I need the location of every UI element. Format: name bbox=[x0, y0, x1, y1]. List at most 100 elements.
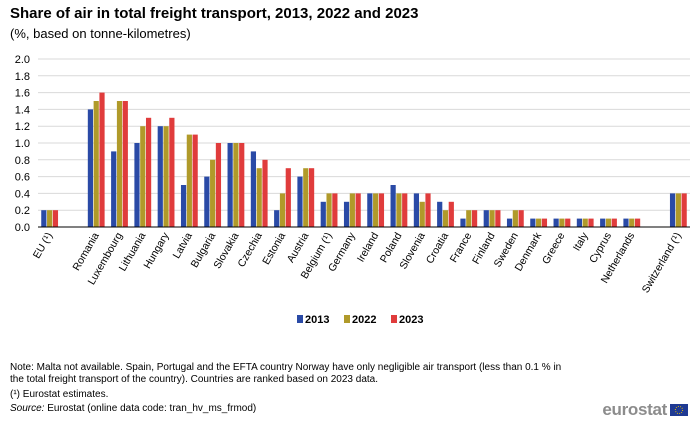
bar-2013 bbox=[41, 210, 47, 227]
y-tick-label: 2.0 bbox=[15, 54, 30, 66]
bar-2023 bbox=[448, 201, 454, 227]
eu-flag-icon bbox=[670, 404, 688, 416]
bar-2013 bbox=[343, 201, 350, 227]
bar-2022 bbox=[582, 218, 588, 227]
bar-2013 bbox=[576, 218, 583, 227]
x-tick-label: EU (¹) bbox=[31, 231, 55, 261]
bar-2023 bbox=[355, 193, 361, 227]
legend-label-2023: 2023 bbox=[399, 314, 423, 326]
y-tick-label: 0.8 bbox=[15, 155, 30, 167]
bar-2023 bbox=[192, 134, 198, 227]
bar-2022 bbox=[675, 193, 681, 227]
bar-2013 bbox=[367, 193, 373, 227]
bar-2023 bbox=[332, 193, 338, 227]
y-tick-label: 1.8 bbox=[15, 71, 30, 83]
bar-2022 bbox=[512, 210, 518, 227]
bar-2013 bbox=[390, 185, 396, 227]
y-tick-label: 0.6 bbox=[15, 172, 30, 184]
legend-label-2013: 2013 bbox=[305, 314, 329, 326]
bar-2013 bbox=[553, 218, 559, 227]
bar-2023 bbox=[425, 193, 431, 227]
bar-2013 bbox=[204, 176, 210, 227]
x-tick-label: Italy bbox=[571, 230, 591, 253]
bar-2023 bbox=[285, 168, 291, 227]
bar-2022 bbox=[396, 193, 402, 227]
bar-2023 bbox=[215, 143, 222, 227]
source-label: Source: bbox=[10, 403, 45, 414]
y-tick-label: 1.0 bbox=[15, 138, 30, 150]
bar-2023 bbox=[99, 92, 105, 227]
bar-2022 bbox=[210, 159, 216, 227]
x-tick-label: Latvia bbox=[171, 230, 195, 260]
legend-label-2022: 2022 bbox=[352, 314, 376, 326]
bar-2022 bbox=[373, 193, 379, 227]
bar-2023 bbox=[518, 210, 524, 227]
bar-2013 bbox=[250, 151, 257, 227]
bar-2013 bbox=[157, 126, 163, 227]
y-tick-label: 1.4 bbox=[15, 104, 30, 116]
x-tick-label: Croatia bbox=[424, 230, 451, 265]
chart-title: Share of air in total freight transport,… bbox=[10, 5, 419, 22]
bar-2022 bbox=[279, 193, 286, 227]
bar-2013 bbox=[87, 109, 94, 227]
y-axis-tick-labels: 0.0 0.2 0.4 0.6 0.8 1.0 1.2 1.4 1.6 1.8 2.0 bbox=[15, 54, 30, 234]
legend-swatch-2022 bbox=[344, 315, 350, 323]
bar-2013 bbox=[669, 193, 676, 227]
bar-2023 bbox=[588, 218, 594, 227]
footnote-source: Source: Eurostat (online data code: tran… bbox=[10, 403, 570, 415]
y-tick-label: 0.4 bbox=[15, 188, 30, 200]
bar-2022 bbox=[140, 126, 146, 227]
bar-2022 bbox=[303, 168, 309, 227]
bar-2022 bbox=[256, 168, 262, 227]
bar-2023 bbox=[122, 101, 128, 227]
x-tick-label: Switzerland (¹) bbox=[640, 231, 684, 296]
bar-2023 bbox=[681, 193, 687, 227]
y-tick-label: 0.0 bbox=[15, 222, 30, 234]
bar-2013 bbox=[460, 218, 466, 227]
legend-swatch-2023 bbox=[391, 315, 397, 323]
footnote-note: Note: Malta not available. Spain, Portug… bbox=[10, 362, 562, 385]
chart-subtitle: (%, based on tonne-kilometres) bbox=[10, 26, 191, 41]
bar-2023 bbox=[402, 193, 408, 227]
bar-2013 bbox=[297, 176, 303, 227]
bar-2023 bbox=[52, 210, 59, 227]
bar-2013 bbox=[530, 218, 536, 227]
bar-2023 bbox=[541, 218, 548, 227]
bar-2013 bbox=[506, 218, 513, 227]
bar-chart: 0.0 0.2 0.4 0.6 0.8 1.0 1.2 1.4 1.6 1.8 2.0 EU (¹)… bbox=[15, 54, 690, 326]
bar-2022 bbox=[466, 210, 472, 227]
bar-2022 bbox=[349, 193, 355, 227]
bar-2022 bbox=[442, 210, 449, 227]
bar-2013 bbox=[227, 143, 233, 227]
bar-2013 bbox=[623, 218, 629, 227]
x-tick-label: Greece bbox=[540, 230, 568, 266]
bar-2022 bbox=[629, 218, 635, 227]
x-axis-tick-labels: EU (¹) RomaniaLuxembourgLithuaniaHungaryL… bbox=[31, 230, 684, 295]
legend-swatch-2013 bbox=[297, 315, 303, 323]
y-tick-label: 0.2 bbox=[15, 205, 30, 217]
bar-2022 bbox=[186, 134, 192, 227]
legend: 2013 2022 2023 bbox=[297, 314, 423, 326]
footnote-estimates: (¹) Eurostat estimates. bbox=[10, 389, 109, 400]
bar-2023 bbox=[239, 143, 245, 227]
bar-2022 bbox=[489, 210, 495, 227]
logo-text: eurostat bbox=[602, 400, 667, 419]
y-tick-label: 1.2 bbox=[15, 121, 30, 133]
bar-2022 bbox=[419, 201, 425, 227]
bar-2022 bbox=[559, 218, 565, 227]
bar-2013 bbox=[320, 201, 326, 227]
bars bbox=[41, 92, 687, 227]
bar-2022 bbox=[93, 101, 99, 227]
bar-2022 bbox=[605, 218, 612, 227]
y-tick-label: 1.6 bbox=[15, 88, 30, 100]
bar-2023 bbox=[308, 168, 315, 227]
bar-2022 bbox=[233, 143, 239, 227]
bar-2022 bbox=[116, 101, 123, 227]
bar-2023 bbox=[145, 117, 152, 227]
bar-2022 bbox=[326, 193, 332, 227]
bar-2022 bbox=[163, 126, 169, 227]
bar-2013 bbox=[437, 201, 443, 227]
source-text: Eurostat (online data code: tran_hv_ms_f… bbox=[44, 403, 257, 414]
bar-2022 bbox=[536, 218, 542, 227]
bar-2013 bbox=[180, 185, 187, 227]
